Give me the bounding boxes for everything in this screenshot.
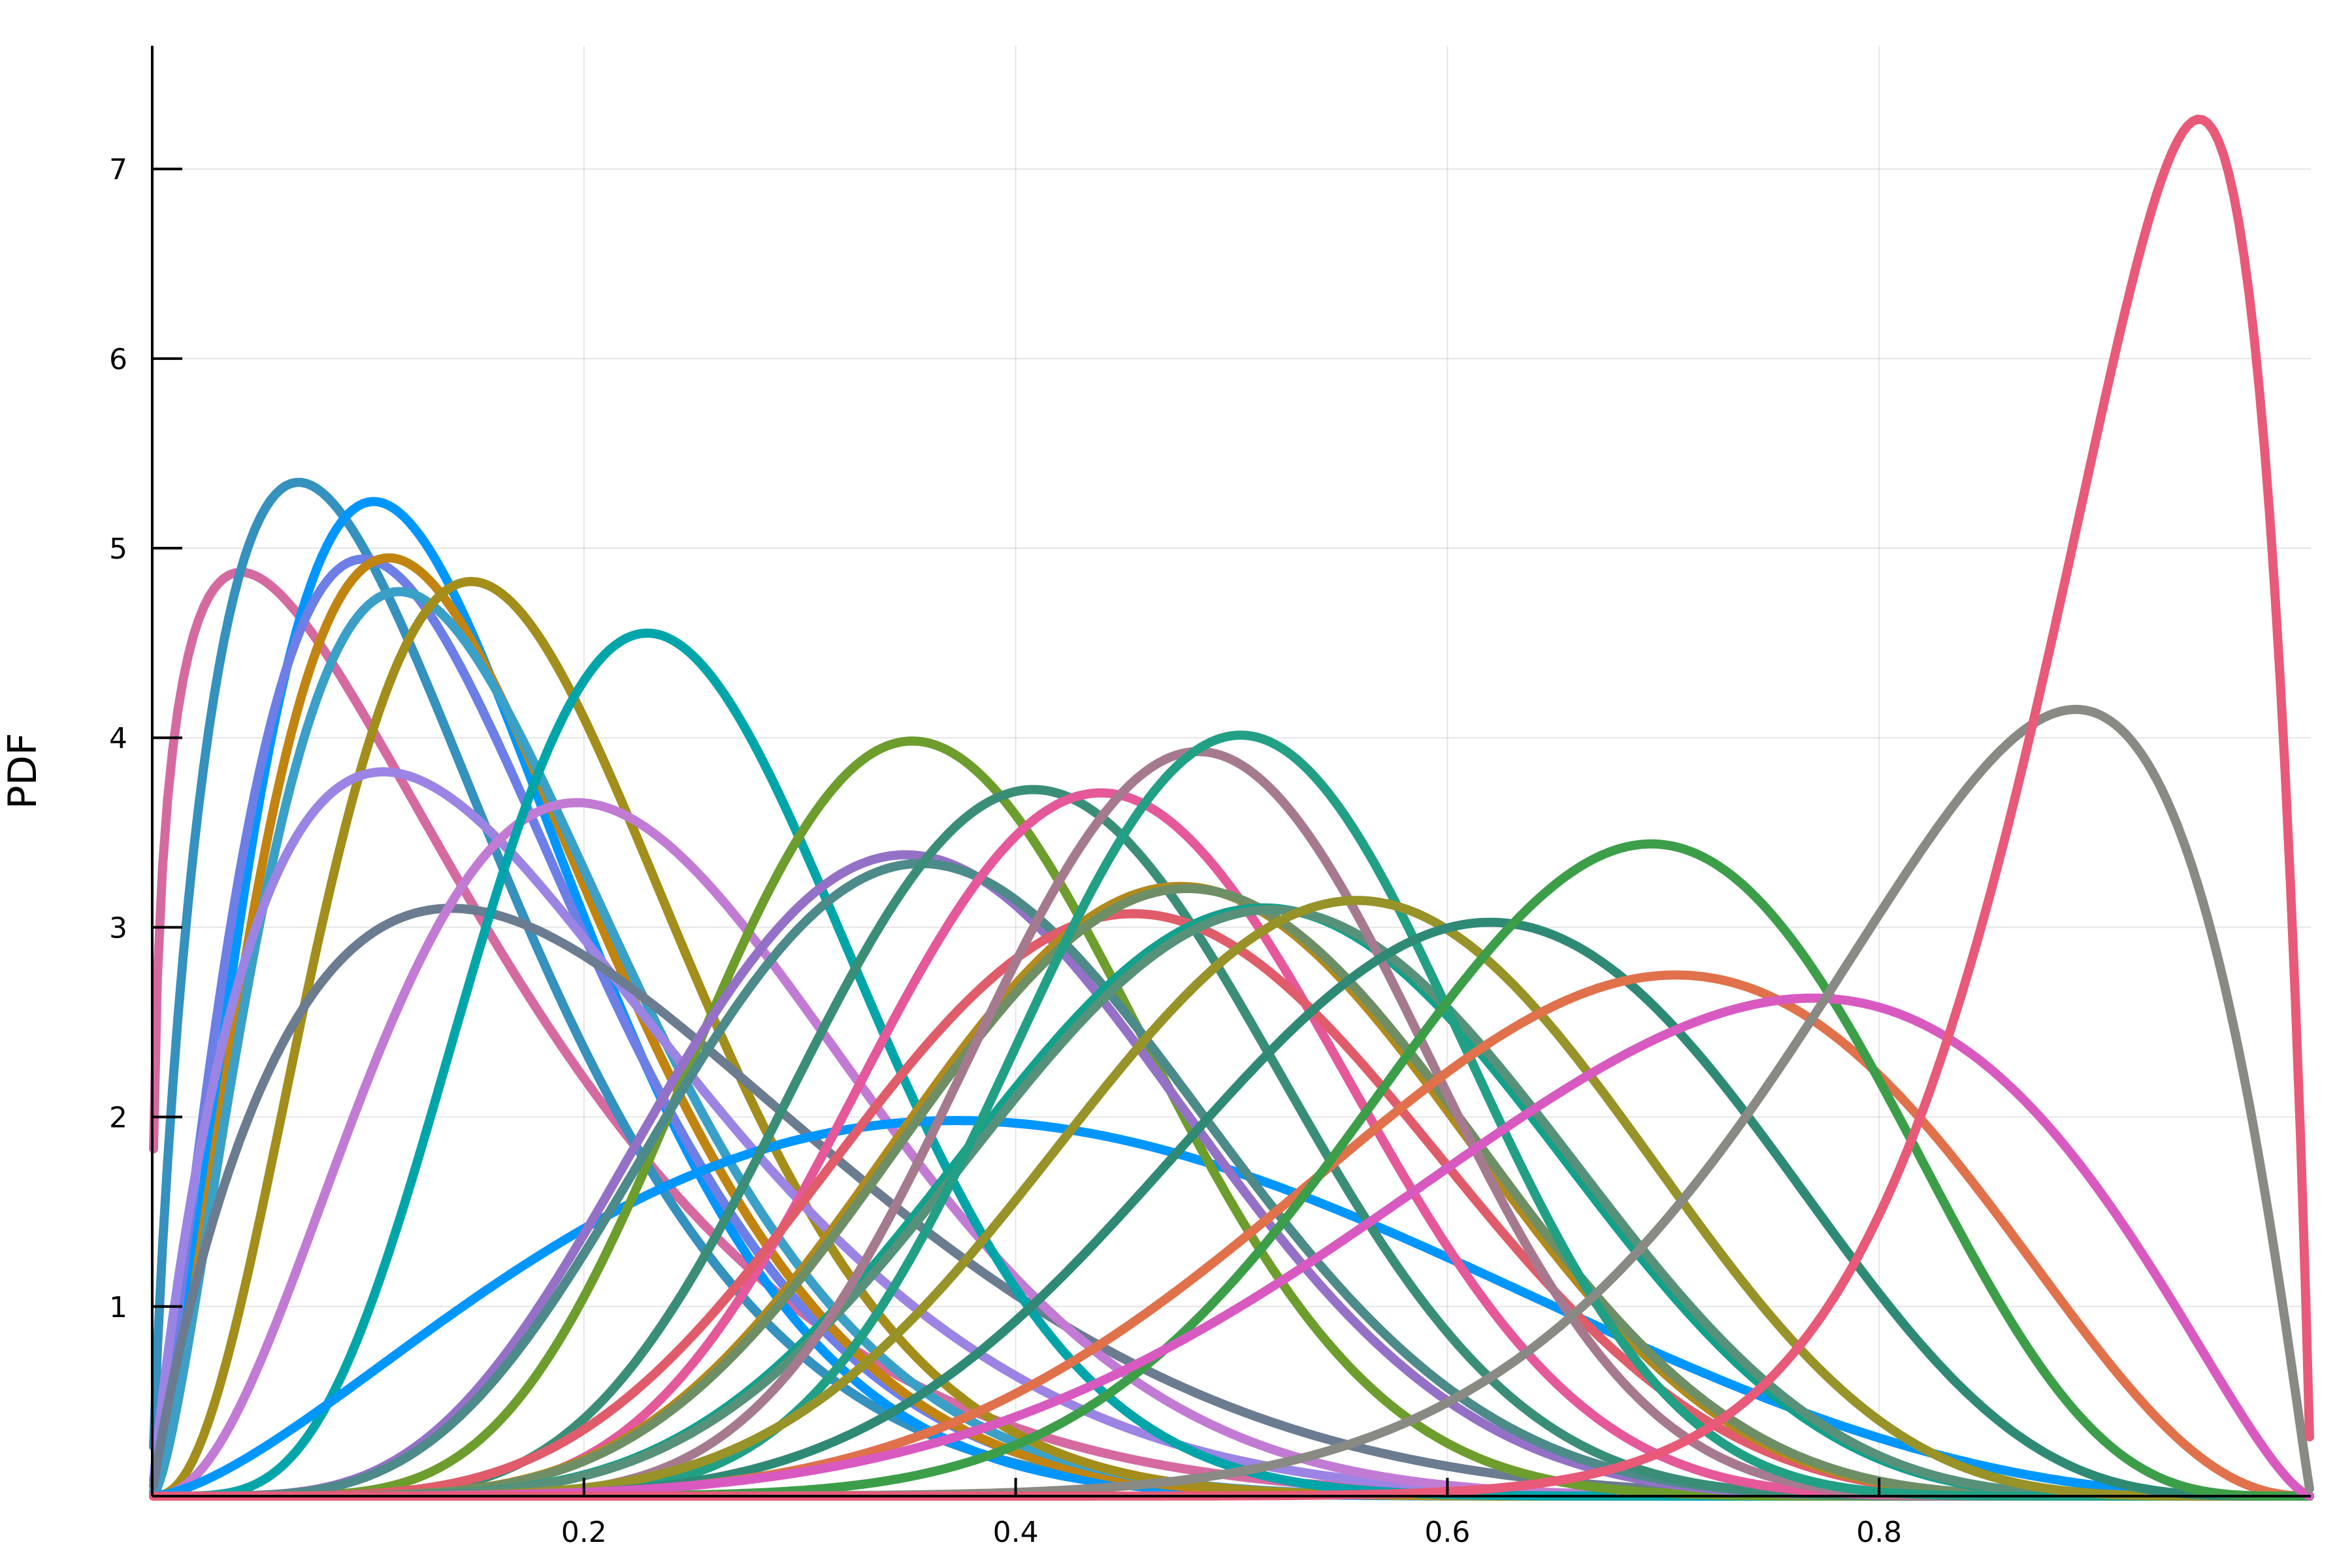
x-tick-label: 0.2	[561, 1516, 607, 1549]
y-tick-label: 2	[109, 1102, 127, 1135]
series-line-30	[149, 704, 2314, 1501]
series-line-1	[149, 567, 2314, 1501]
axes	[151, 46, 2311, 1497]
y-axis-title: PDF	[0, 733, 46, 809]
series-line-24	[149, 730, 2314, 1501]
series-line-6	[149, 587, 2314, 1501]
series-line-7	[149, 577, 2314, 1501]
y-tick-label: 1	[109, 1291, 127, 1324]
series-line-27	[149, 970, 2314, 1501]
x-tick-label: 0.4	[993, 1516, 1039, 1549]
series-line-4	[149, 554, 2314, 1501]
series-layer	[149, 114, 2314, 1501]
y-tick-label: 3	[109, 911, 127, 945]
y-tick-label: 6	[109, 343, 127, 376]
y-tick-label: 5	[109, 532, 127, 566]
ticks: 0.2 0.4 0.6 0.8 1 2 3 4 5 6 7	[109, 154, 1902, 1549]
x-tick-label: 0.8	[1856, 1516, 1902, 1549]
series-line-22	[149, 905, 2314, 1501]
x-tick-label: 0.6	[1424, 1516, 1470, 1549]
y-tick-label: 7	[109, 154, 127, 187]
y-tick-label: 4	[109, 722, 127, 755]
